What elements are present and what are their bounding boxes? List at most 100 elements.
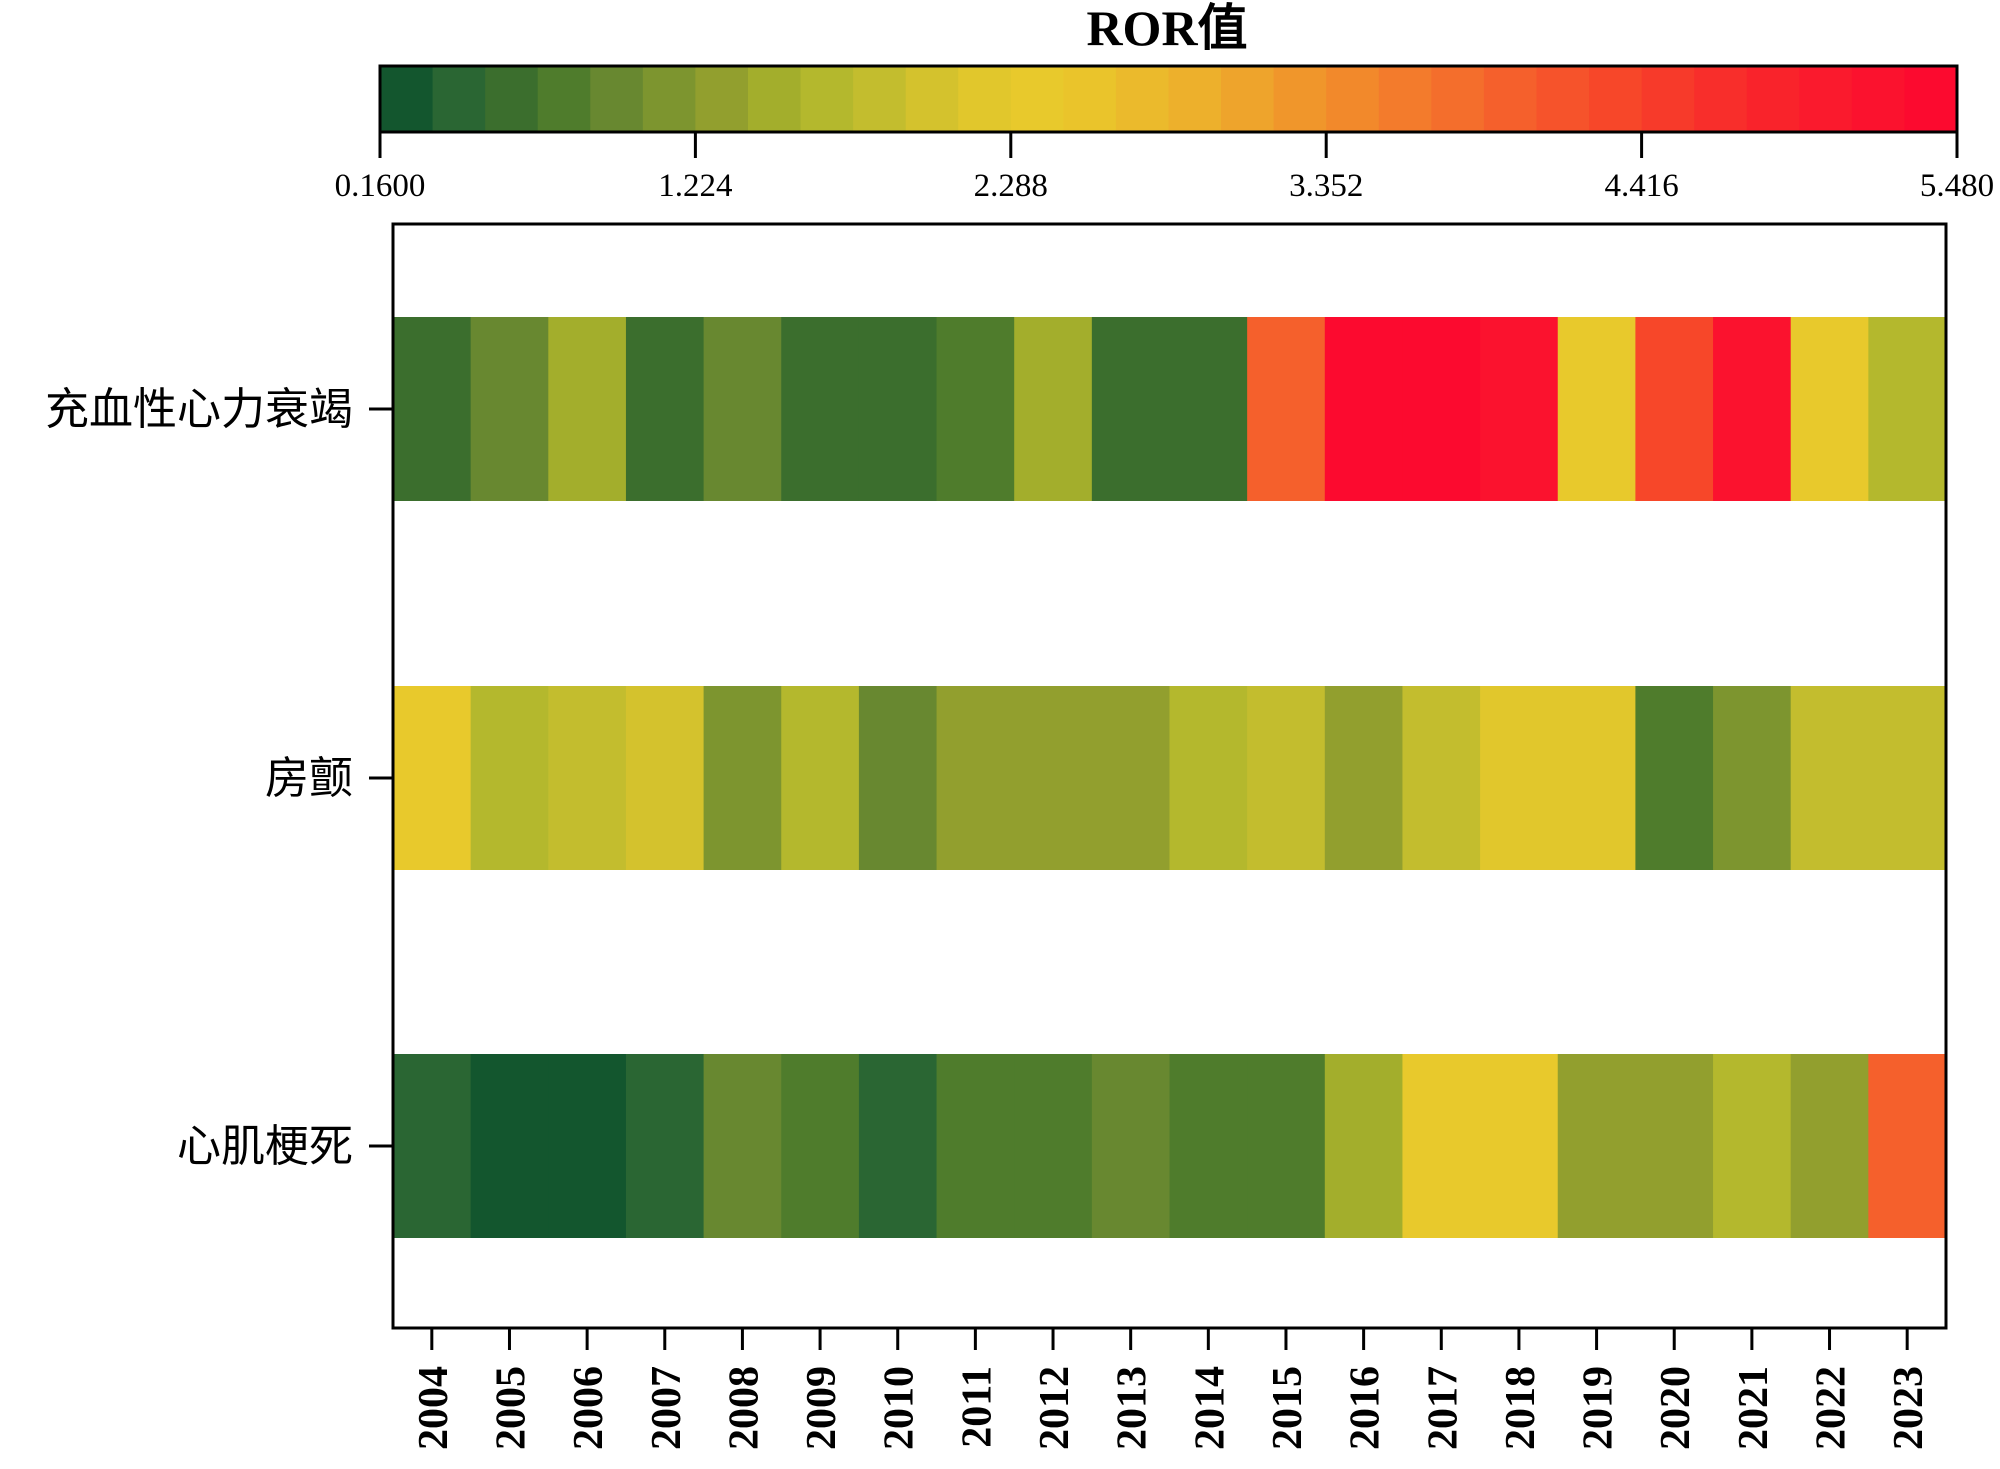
colorbar-tick-label: 0.1600 [335, 168, 426, 204]
heatmap-cell [1557, 317, 1637, 501]
heatmap-cell [1402, 317, 1481, 501]
colorbar-step-22 [1536, 66, 1590, 132]
heatmap-cell [1635, 1054, 1714, 1238]
heatmap-cells [393, 317, 1947, 1238]
x-tick-label: 2021 [1731, 1366, 1777, 1450]
x-tick-label: 2012 [1032, 1366, 1078, 1450]
heatmap-cell [393, 1054, 472, 1238]
heatmap-cell [1402, 686, 1481, 870]
colorbar-step-18 [1326, 66, 1380, 132]
x-tick-label: 2023 [1886, 1366, 1932, 1450]
colorbar-tick-label: 4.416 [1604, 168, 1678, 204]
y-tick-label: 充血性心力衰竭 [45, 384, 353, 435]
heatmap-cell [1557, 1054, 1637, 1238]
x-tick-label: 2018 [1498, 1366, 1544, 1450]
heatmap-cell [1713, 317, 1792, 501]
heatmap-cell [1868, 686, 1947, 870]
x-tick-label: 2013 [1110, 1366, 1156, 1450]
heatmap-cell [858, 1054, 938, 1238]
colorbar-step-16 [1221, 66, 1275, 132]
heatmap-cell [1790, 686, 1870, 870]
colorbar-step-25 [1694, 66, 1748, 132]
heatmap-cell [1014, 317, 1093, 501]
x-tick-label: 2019 [1576, 1366, 1622, 1450]
colorbar-step-7 [747, 66, 802, 132]
heatmap-cell [470, 686, 550, 870]
colorbar-step-19 [1378, 66, 1433, 132]
heatmap-cell [1091, 686, 1171, 870]
heatmap-cell [1480, 686, 1559, 870]
x-tick-label: 2006 [566, 1366, 612, 1450]
colorbar-step-27 [1799, 66, 1853, 132]
colorbar-step-3 [537, 66, 592, 132]
heatmap-cell [1324, 686, 1404, 870]
heatmap-cell [858, 686, 938, 870]
heatmap-cell [703, 1054, 783, 1238]
colorbar-step-14 [1115, 66, 1170, 132]
colorbar-tick-label: 5.480 [1920, 168, 1994, 204]
heatmap-cell [1247, 317, 1326, 501]
heatmap-cell [470, 1054, 550, 1238]
x-tick-label: 2010 [877, 1366, 923, 1450]
colorbar-step-21 [1483, 66, 1538, 132]
heatmap-cell [393, 686, 472, 870]
colorbar-step-24 [1641, 66, 1695, 132]
heatmap-cell [548, 317, 627, 501]
heatmap-cell [1247, 686, 1326, 870]
heatmap-cell [1480, 1054, 1559, 1238]
x-tick-label: 2005 [488, 1366, 534, 1450]
colorbar-step-4 [590, 66, 644, 132]
colorbar-step-23 [1589, 66, 1643, 132]
heatmap-cell [1169, 317, 1248, 501]
colorbar-title: ROR值 [1086, 0, 1247, 56]
heatmap-cell [936, 317, 1015, 501]
heatmap-cell [1169, 686, 1248, 870]
heatmap-cell [1014, 686, 1093, 870]
heatmap-cell [936, 1054, 1015, 1238]
heatmap-cell [1790, 317, 1870, 501]
heatmap-cell [1402, 1054, 1481, 1238]
colorbar-step-10 [905, 66, 960, 132]
heatmap-cell [548, 686, 627, 870]
heatmap-cell [470, 317, 550, 501]
heatmap-cell [781, 686, 860, 870]
heatmap-cell [625, 317, 705, 501]
x-tick-label: 2011 [954, 1366, 1000, 1448]
colorbar-step-26 [1746, 66, 1801, 132]
colorbar-step-29 [1904, 66, 1958, 132]
colorbar-step-12 [1010, 66, 1065, 132]
colorbar-tick-label: 1.224 [658, 168, 732, 204]
colorbar-step-28 [1851, 66, 1906, 132]
colorbar-step-8 [800, 66, 854, 132]
heatmap-cell [781, 317, 860, 501]
heatmap-cell [1169, 1054, 1248, 1238]
colorbar-step-6 [695, 66, 749, 132]
colorbar-step-15 [1168, 66, 1222, 132]
x-tick-label: 2009 [799, 1366, 845, 1450]
x-tick-label: 2022 [1809, 1366, 1855, 1450]
x-axis: 2004 2005 2006 2007 2008 2009 2010 2011 2012 2013… [411, 1328, 1932, 1450]
heatmap-cell [1868, 1054, 1947, 1238]
colorbar-step-2 [485, 66, 539, 132]
heatmap-cell [1635, 317, 1714, 501]
heatmap-cell [1247, 1054, 1326, 1238]
heatmap-cell [1014, 1054, 1093, 1238]
colorbar-step-1 [432, 66, 486, 132]
colorbar-step-5 [642, 66, 697, 132]
y-tick-label: 心肌梗死 [177, 1121, 353, 1172]
heatmap-cell [781, 1054, 860, 1238]
colorbar-step-20 [1431, 66, 1485, 132]
heatmap-cell [858, 317, 938, 501]
heatmap-cell [703, 686, 783, 870]
heatmap-cell [1091, 1054, 1171, 1238]
heatmap-cell [1868, 317, 1947, 501]
heatmap-cell [1480, 317, 1559, 501]
colorbar-frame [378, 64, 1959, 134]
heatmap-cell [1557, 686, 1637, 870]
heatmap-cell [625, 686, 705, 870]
y-tick-label: 房颤 [265, 753, 353, 804]
x-tick-label: 2016 [1343, 1366, 1389, 1450]
x-tick-label: 2007 [644, 1366, 690, 1450]
x-tick-label: 2008 [721, 1366, 767, 1450]
